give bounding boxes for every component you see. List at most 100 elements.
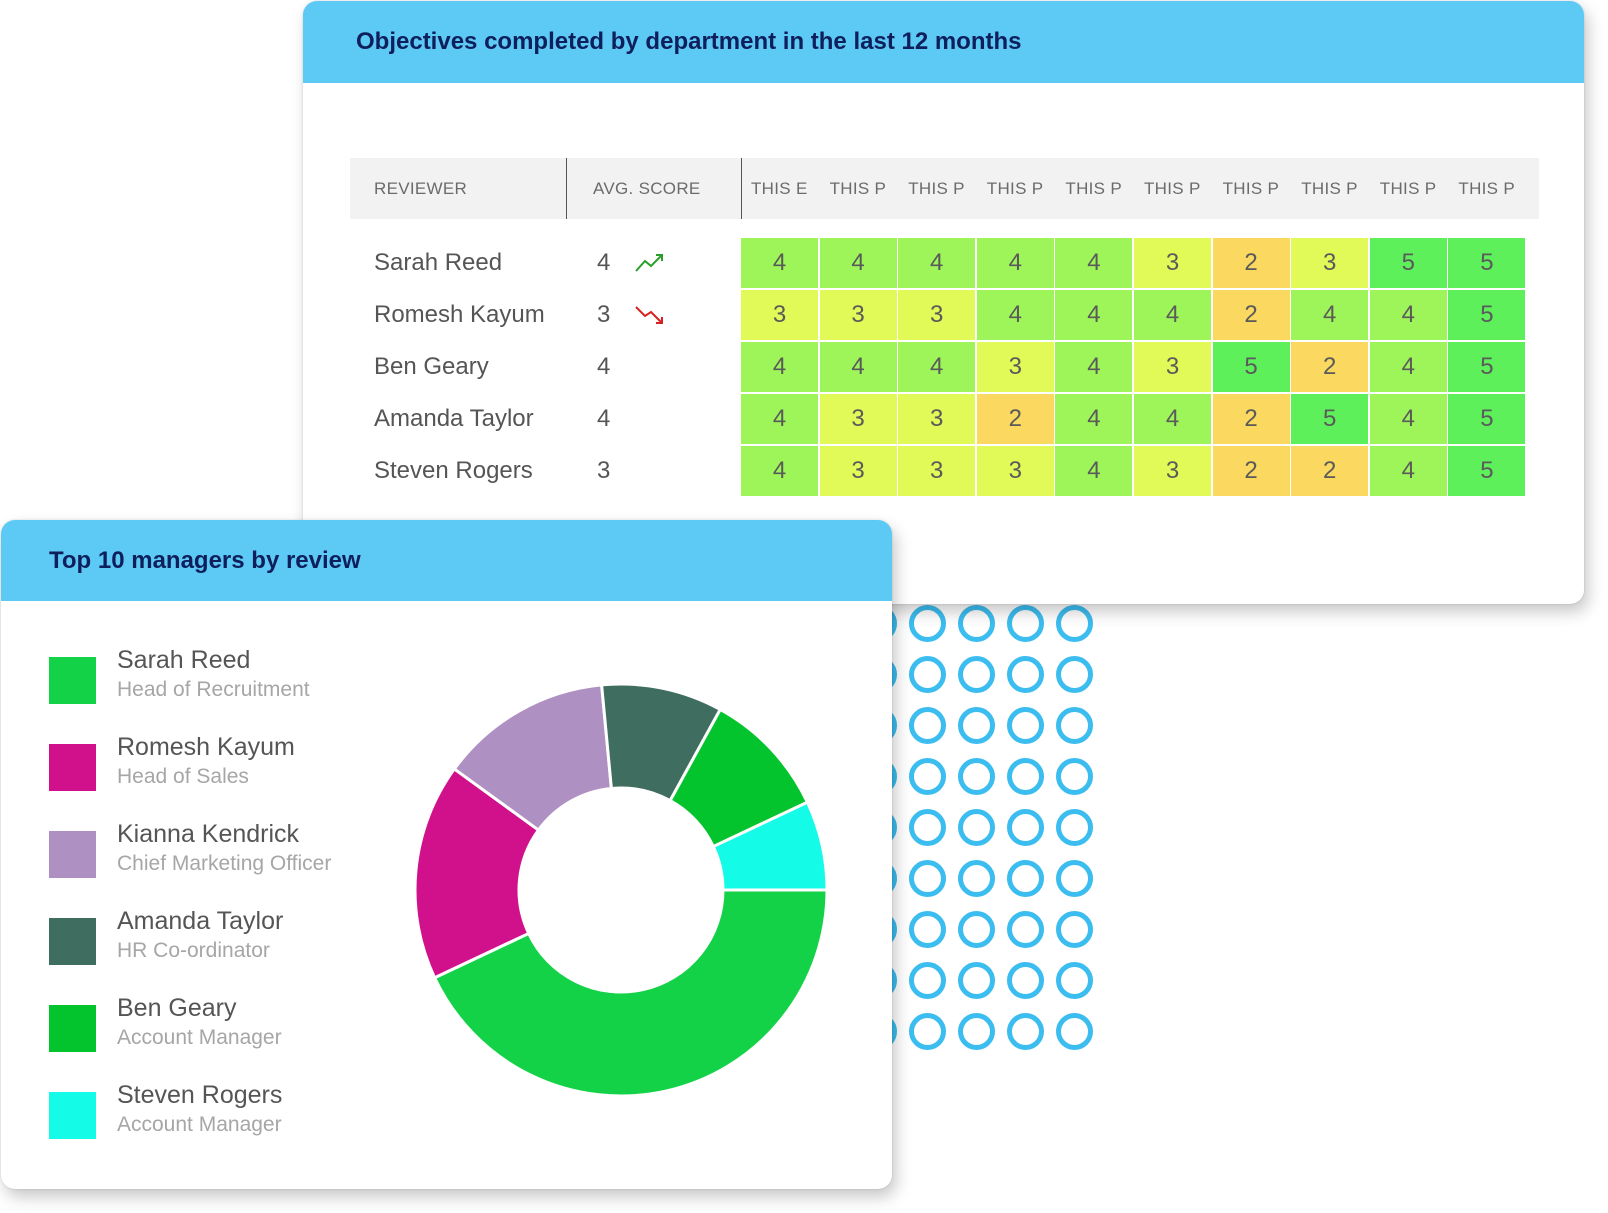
decorative-dot: [909, 656, 946, 693]
reviewer-name: Amanda Taylor: [374, 405, 534, 432]
heatmap-cell: 4: [1369, 290, 1447, 340]
heatmap-cell: 5: [1448, 342, 1526, 392]
decorative-dot: [909, 1013, 946, 1050]
donut-slice[interactable]: [432, 888, 829, 1098]
decorative-dot: [958, 656, 995, 693]
column-header-period[interactable]: THIS P: [1065, 179, 1122, 198]
column-divider: [566, 158, 567, 219]
heatmap-cell: 3: [819, 394, 897, 444]
heatmap-cell: 4: [976, 238, 1054, 288]
column-divider: [741, 158, 742, 219]
heatmap-cell: 2: [1212, 238, 1290, 288]
trend-down-icon: [635, 306, 663, 324]
decorative-dot: [1056, 1013, 1093, 1050]
legend-item[interactable]: Amanda Taylor HR Co-ordinator: [49, 907, 389, 977]
legend-item[interactable]: Ben Geary Account Manager: [49, 994, 389, 1064]
heatmap-cell: 5: [1212, 342, 1290, 392]
heatmap-cell: 4: [1134, 290, 1211, 340]
donut-card-header: Top 10 managers by review: [1, 520, 892, 601]
legend-item[interactable]: Romesh Kayum Head of Sales: [49, 733, 389, 803]
column-header-period[interactable]: THIS P: [908, 179, 965, 198]
legend-swatch: [49, 744, 96, 791]
heatmap-cell: 3: [898, 394, 976, 444]
decorative-dot: [909, 911, 946, 948]
table-row: Ben Geary 4 4 4 4 3 4 3 5 2 4 5: [303, 342, 1584, 392]
decorative-dot: [1007, 1013, 1044, 1050]
decorative-dot: [958, 1013, 995, 1050]
table-row: Romesh Kayum 3 3 3 3 4 4 4 2 4 4 5: [303, 290, 1584, 340]
heatmap-cell: 3: [976, 446, 1054, 496]
column-header-period[interactable]: THIS P: [1144, 179, 1201, 198]
heatmap-cell: 4: [1369, 394, 1447, 444]
decorative-dot: [1007, 911, 1044, 948]
legend-swatch: [49, 831, 96, 878]
heatmap-cell: 3: [741, 290, 818, 340]
legend-swatch: [49, 1005, 96, 1052]
column-header-period[interactable]: THIS E: [751, 179, 808, 198]
table-row: Steven Rogers 3 4 3 3 3 4 3 2 2 4 5: [303, 446, 1584, 496]
legend-swatch: [49, 1092, 96, 1139]
decorative-dot: [958, 809, 995, 846]
heatmap-cell: 3: [819, 290, 897, 340]
heatmap-cell: 4: [741, 342, 818, 392]
legend-name: Sarah Reed: [117, 646, 251, 674]
column-header-avg-score[interactable]: AVG. SCORE: [593, 179, 701, 198]
legend-item[interactable]: Steven Rogers Account Manager: [49, 1081, 389, 1151]
column-header-period[interactable]: THIS P: [1379, 179, 1437, 198]
heatmap-cell: 4: [1055, 290, 1133, 340]
heatmap-card-header: Objectives completed by department in th…: [303, 1, 1584, 83]
legend-swatch: [49, 657, 96, 704]
legend-item[interactable]: Kianna Kendrick Chief Marketing Officer: [49, 820, 389, 890]
column-header-period[interactable]: THIS P: [986, 179, 1044, 198]
legend-role: Head of Recruitment: [117, 678, 310, 701]
heatmap-cell: 2: [1212, 290, 1290, 340]
legend-item[interactable]: Sarah Reed Head of Recruitment: [49, 646, 389, 716]
legend-role: Account Manager: [117, 1113, 282, 1136]
heatmap-cell: 3: [819, 446, 897, 496]
legend-swatch: [49, 918, 96, 965]
table-row: Sarah Reed 4 4 4 4 4 4 3 2 3 5 5: [303, 238, 1584, 288]
decorative-dot: [1007, 860, 1044, 897]
heatmap-cell: 3: [1134, 342, 1211, 392]
objectives-heatmap-card: Objectives completed by department in th…: [303, 1, 1584, 604]
donut-card-title: Top 10 managers by review: [49, 546, 361, 574]
heatmap-cell: 3: [1291, 238, 1369, 288]
column-header-period[interactable]: THIS P: [1458, 179, 1515, 198]
decorative-dot: [909, 605, 946, 642]
heatmap-cell: 4: [1055, 394, 1133, 444]
avg-score-value: 4: [597, 249, 611, 276]
column-header-period[interactable]: THIS P: [1301, 179, 1358, 198]
heatmap-cell: 2: [976, 394, 1054, 444]
heatmap-card-title: Objectives completed by department in th…: [356, 28, 1022, 55]
decorative-dot: [958, 911, 995, 948]
decorative-dot: [909, 962, 946, 999]
column-header-period[interactable]: THIS P: [1222, 179, 1280, 198]
reviewer-name: Sarah Reed: [374, 249, 503, 276]
legend-name: Amanda Taylor: [117, 907, 284, 935]
heatmap-cell: 4: [1369, 446, 1447, 496]
legend-name: Kianna Kendrick: [117, 820, 300, 848]
decorative-dot: [958, 707, 995, 744]
decorative-dot: [1056, 962, 1093, 999]
legend-role: HR Co-ordinator: [117, 939, 270, 962]
heatmap-cell: 5: [1291, 394, 1369, 444]
heatmap-cell: 4: [1055, 446, 1133, 496]
decorative-dot: [958, 758, 995, 795]
heatmap-cell: 4: [1369, 342, 1447, 392]
decorative-dot: [1056, 809, 1093, 846]
avg-score-value: 3: [597, 301, 611, 328]
heatmap-cell: 4: [1291, 290, 1369, 340]
decorative-dot: [958, 605, 995, 642]
decorative-dot: [1056, 911, 1093, 948]
reviewer-name: Steven Rogers: [374, 457, 533, 484]
decorative-dot: [1056, 707, 1093, 744]
heatmap-cell: 3: [976, 342, 1054, 392]
donut-slice[interactable]: [413, 766, 541, 980]
decorative-dot: [909, 707, 946, 744]
donut-slice[interactable]: [711, 800, 829, 892]
column-header-period[interactable]: THIS P: [829, 179, 887, 198]
decorative-dot: [909, 809, 946, 846]
column-header-reviewer[interactable]: REVIEWER: [374, 179, 468, 198]
decorative-dot: [958, 962, 995, 999]
heatmap-cell: 4: [976, 290, 1054, 340]
